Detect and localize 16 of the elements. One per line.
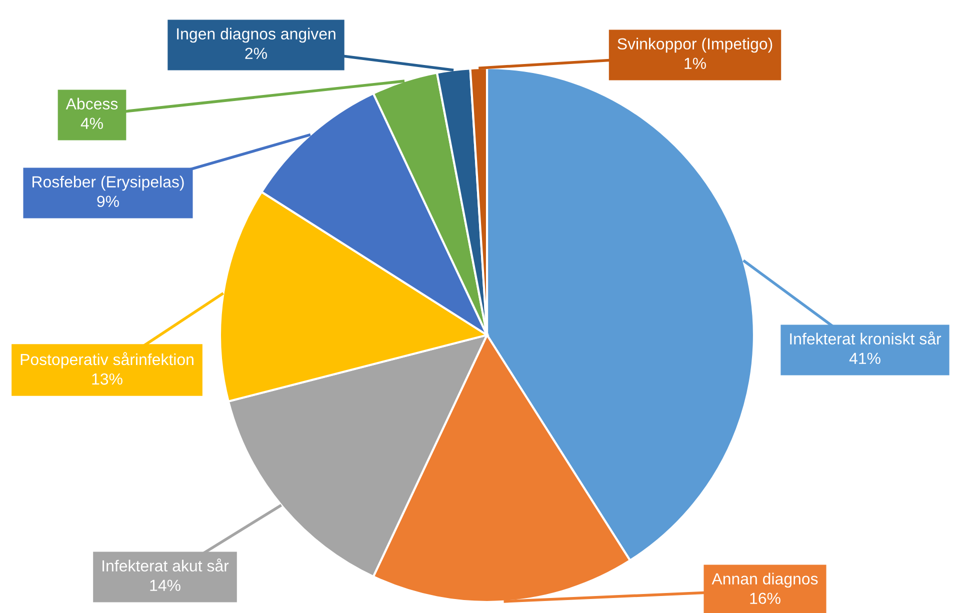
data-label: 2% xyxy=(245,48,267,59)
data-label: 13% xyxy=(92,373,122,385)
slice-label: Abcess xyxy=(66,98,118,110)
slice-label: Svinkoppor (Impetigo) xyxy=(618,38,772,53)
data-label: 14% xyxy=(150,580,180,591)
data-label: 9% xyxy=(97,196,119,208)
slice-label: Ingen diagnos angiven xyxy=(177,28,336,43)
data-label: 4% xyxy=(80,118,103,129)
slice-label: Infekterat kroniskt sår xyxy=(790,331,942,345)
data-label: 1% xyxy=(684,58,706,69)
data-label: 41% xyxy=(849,352,880,364)
slice-label: Postoperativ sårinfektion xyxy=(20,352,194,368)
slice-label: Infekterat akut sår xyxy=(102,558,229,572)
slice-label: Annan diagnos xyxy=(712,572,818,588)
slice-label: Rosfeber (Erysipelas) xyxy=(32,176,184,191)
data-label: 16% xyxy=(750,592,780,604)
